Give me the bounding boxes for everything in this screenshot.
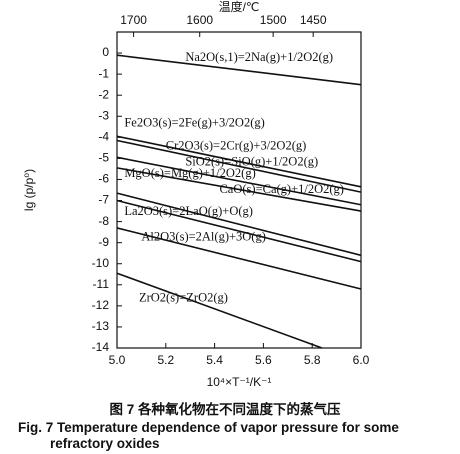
data-line: [116, 227, 362, 290]
y-tick-label: -2: [98, 87, 109, 101]
y-tick-label: -13: [92, 319, 110, 333]
x2-tick-label: 1500: [260, 13, 287, 27]
x-tick-label: 5.6: [255, 353, 272, 367]
line-label: Al2O3(s)=2Al(g)+3O(g): [141, 229, 266, 243]
x2-tick-label: 1600: [186, 13, 213, 27]
x2-tick-label: 1700: [120, 13, 147, 27]
y-tick-label: -3: [98, 108, 109, 122]
x-tick-label: 6.0: [353, 353, 370, 367]
x-tick-label: 5.2: [157, 353, 174, 367]
data-line: [116, 139, 362, 193]
y-tick-label: -1: [98, 66, 109, 80]
x2-tick-label: 1450: [300, 13, 327, 27]
x2-axis-label: 温度/℃: [219, 0, 260, 14]
caption-en: refractory oxides: [50, 436, 160, 451]
y-tick-label: -7: [98, 193, 109, 207]
line-label: La2O3(s)=2LaO(g)+O(g): [124, 204, 253, 218]
data-line: [116, 54, 362, 86]
y-tick-label: -9: [98, 235, 109, 249]
data-line: [116, 192, 362, 257]
x-axis-label: 10⁴×T⁻¹/K⁻¹: [207, 375, 272, 389]
y-tick-label: -4: [98, 130, 109, 144]
y-tick-label: -14: [92, 340, 110, 354]
line-label: Fe2O3(s)=2Fe(g)+3/2O2(g): [124, 116, 264, 130]
line-label: Na2O(s,1)=2Na(g)+1/2O2(g): [185, 50, 333, 64]
line-label: SiO2(s)=SiO(g)+1/2O2(g): [185, 154, 318, 168]
line-label: Cr2O3(s)=2Cr(g)+3/2O2(g): [166, 139, 306, 153]
y-axis-label: lg (p/p⁰): [22, 169, 36, 211]
data-line: [116, 135, 362, 188]
line-label: ZrO2(s)=ZrO2(g): [139, 290, 228, 304]
y-tick-label: -6: [98, 172, 109, 186]
data-line: [116, 167, 362, 212]
plot-frame: [116, 31, 362, 349]
data-line: [116, 156, 362, 206]
caption-en: Fig. 7 Temperature dependence of vapor p…: [18, 420, 399, 435]
data-line: [116, 199, 362, 263]
y-tick-label: -10: [92, 256, 110, 270]
caption-cn: 图 7 各种氧化物在不同温度下的蒸气压: [109, 401, 341, 417]
line-label: CaO(s)=Ca(g)+1/2O2(g): [219, 182, 343, 196]
x-tick-label: 5.0: [109, 353, 126, 367]
x-tick-label: 5.8: [304, 353, 321, 367]
y-tick-label: 0: [102, 45, 109, 59]
line-label: MgO(s)=Mg(g)+1/2O2(g): [124, 166, 255, 180]
y-tick-label: -8: [98, 214, 109, 228]
y-tick-label: -5: [98, 151, 109, 165]
y-tick-label: -12: [92, 298, 110, 312]
data-line: [116, 272, 323, 349]
y-tick-label: -11: [93, 277, 110, 291]
x-tick-label: 5.4: [206, 353, 223, 367]
